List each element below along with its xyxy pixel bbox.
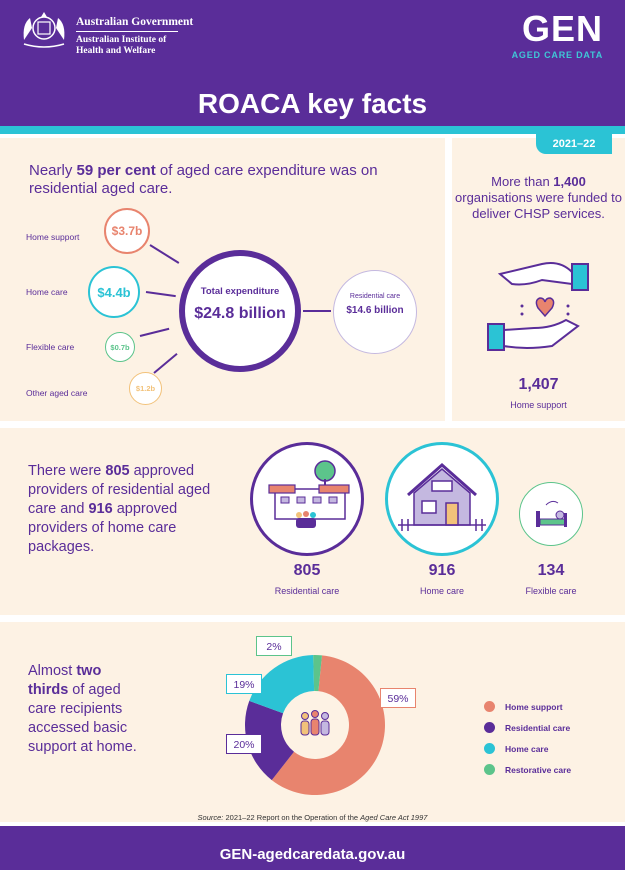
residential-building-icon [268, 460, 350, 528]
residential-care-label: Residential care [349, 293, 401, 300]
home-care-percent: 19% [226, 674, 262, 694]
providers-highlight-1: 805 [105, 463, 130, 479]
hands-heart-icon [487, 262, 589, 351]
legend-dot-restorative-care [484, 764, 495, 775]
flexible-care-label: Flexible care [26, 342, 75, 352]
chsp-text: More than 1,400 organisations were funde… [452, 174, 625, 222]
home-care-providers-count: 916 [428, 562, 456, 579]
providers-highlight-2: 916 [88, 501, 113, 517]
flexible-care-providers-count: 134 [537, 562, 565, 579]
footer-url[interactable]: GEN-agedcaredata.gov.au [219, 846, 406, 863]
connector-line [303, 310, 331, 312]
total-expenditure-circle: Total expenditure $24.8 billion [179, 250, 301, 372]
recipients-panel: Almost two thirds of aged care recipient… [0, 622, 625, 822]
bed-icon [536, 500, 567, 527]
accent-bar [0, 126, 625, 134]
year-badge: 2021–22 [536, 134, 612, 154]
residential-providers-label: Residential care [274, 586, 340, 596]
legend-home-support: Home support [505, 702, 563, 712]
legend-dot-home-support [484, 701, 495, 712]
header-banner: Australian Government Australian Institu… [0, 0, 625, 126]
recipients-text-start: Almost [28, 663, 77, 679]
intro-text-end: of aged care expenditure was on resident… [29, 162, 378, 197]
home-support-value: $3.7b [104, 208, 150, 254]
home-support-percent: 59% [380, 688, 416, 708]
providers-panel: There were 805 approved providers of res… [0, 428, 625, 615]
providers-text: There were 805 approved providers of res… [28, 462, 218, 557]
donut-slice-home-support [271, 655, 385, 795]
home-care-ring [385, 442, 499, 556]
restorative-care-percent: 2% [256, 636, 292, 656]
recipients-highlight: two thirds [28, 663, 102, 698]
home-care-providers-label: Home care [419, 586, 464, 596]
people-icon [295, 705, 335, 745]
source-act: Aged Care Act 1997 [360, 813, 428, 822]
expenditure-intro: Nearly 59 per cent of aged care expendit… [29, 162, 389, 198]
donut-slice-home-care [249, 655, 315, 714]
flexible-care-ring [519, 482, 583, 546]
recipients-text-end: of aged care recipients accessed basic s… [28, 682, 137, 755]
page-title: ROACA key facts [197, 88, 428, 119]
gen-logo: GEN [521, 8, 603, 49]
gen-logo-subtitle: AGED CARE DATA [511, 50, 603, 60]
legend-dot-residential-care [484, 722, 495, 733]
government-logo-text: Australian Government Australian Institu… [76, 16, 193, 57]
residential-providers-count: 805 [293, 562, 321, 579]
legend-dot-home-care [484, 743, 495, 754]
intro-highlight: 59 per cent [76, 162, 156, 179]
gov-line-1: Australian Government [76, 16, 193, 32]
chsp-text-start: More than [491, 174, 554, 189]
recipients-text: Almost two thirds of aged care recipient… [28, 662, 138, 757]
residential-care-circle: Residential care $14.6 billion [333, 270, 417, 354]
total-expenditure-value: $24.8 billion [194, 305, 286, 322]
residential-care-ring [250, 442, 364, 556]
recipients-donut-chart [245, 655, 385, 795]
legend-home-care: Home care [505, 744, 549, 754]
providers-text-2: approved providers of residential aged c… [28, 463, 211, 517]
providers-text-3: approved providers of home care packages… [28, 501, 178, 555]
chsp-text-end: organisations were funded to deliver CHS… [455, 190, 622, 221]
chsp-panel: More than 1,400 organisations were funde… [452, 138, 625, 421]
donut-slice-restorative-care [313, 655, 322, 692]
legend-residential-care: Residential care [505, 723, 571, 733]
other-aged-care-value: $1.2b [129, 372, 162, 405]
home-care-label: Home care [26, 287, 68, 297]
gov-line-2: Australian Institute of Health and Welfa… [76, 35, 167, 56]
flexible-care-value: $0.7b [105, 332, 135, 362]
house-icon [398, 462, 486, 531]
other-aged-care-label: Other aged care [26, 388, 88, 398]
source-text: 2021–22 Report on the Operation of the [223, 813, 361, 822]
providers-text-1: There were [28, 463, 106, 479]
coat-of-arms-icon [23, 12, 65, 48]
residential-care-percent: 20% [226, 734, 262, 754]
home-support-label: Home support [26, 232, 80, 242]
source-prefix: Source: [197, 813, 224, 822]
total-expenditure-label: Total expenditure [200, 286, 280, 297]
home-care-value: $4.4b [88, 266, 140, 318]
footer-banner [0, 826, 625, 870]
intro-text: Nearly [29, 162, 77, 179]
chsp-highlight: 1,400 [553, 174, 586, 189]
source-note: Source: 2021–22 Report on the Operation … [0, 813, 625, 822]
chsp-number: 1,407 [518, 376, 559, 393]
donut-slice-residential-care [245, 700, 295, 781]
chsp-label: Home support [510, 400, 567, 410]
residential-care-value: $14.6 billion [346, 305, 404, 316]
legend-restorative-care: Restorative care [505, 765, 572, 775]
flexible-care-providers-label: Flexible care [525, 586, 577, 596]
